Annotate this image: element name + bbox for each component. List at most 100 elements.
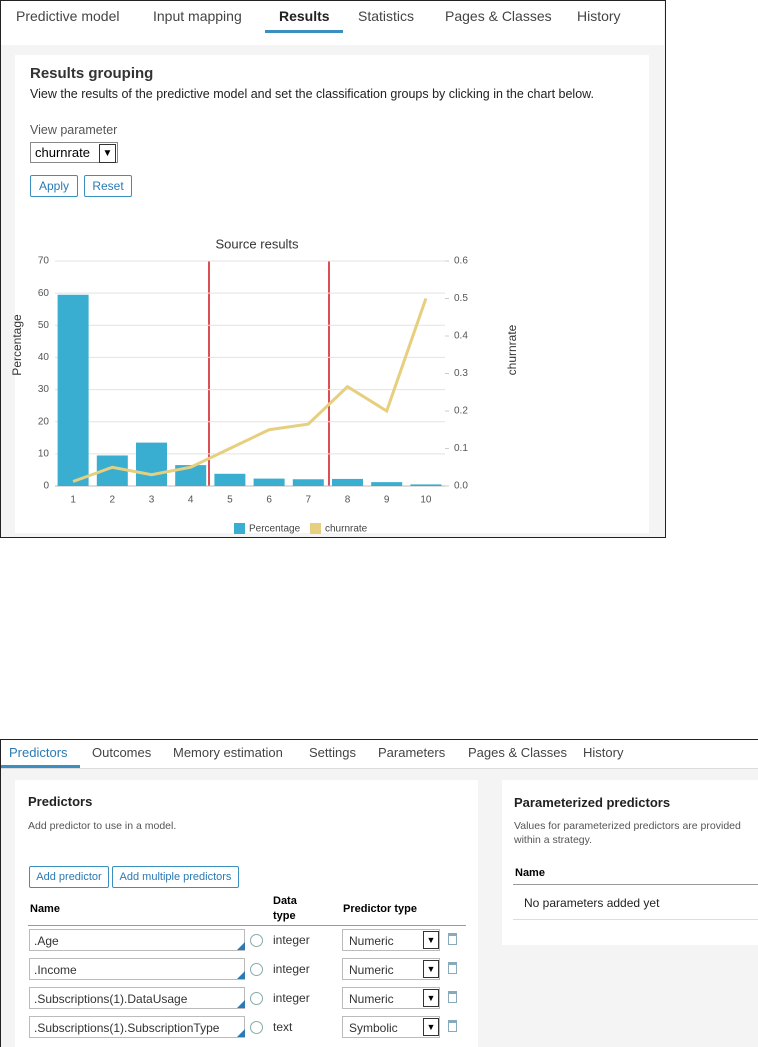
name-input[interactable]: .Age xyxy=(29,929,245,951)
y2-tick-label: 0.1 xyxy=(454,443,468,454)
y-tick-label: 20 xyxy=(38,416,50,427)
y-axis-label: Percentage xyxy=(10,314,24,376)
description: View the results of the predictive model… xyxy=(30,87,594,101)
predictor-type-select[interactable]: Numeric xyxy=(342,958,440,980)
button[interactable]: Add multiple predictors xyxy=(112,866,239,888)
delete-icon[interactable] xyxy=(448,1020,457,1032)
empty-message: No parameters added yet xyxy=(524,896,660,910)
bar xyxy=(136,442,167,486)
x-tick-label: 3 xyxy=(149,495,155,506)
heading: Results grouping xyxy=(30,65,154,82)
predictors-card xyxy=(15,780,478,1047)
bar xyxy=(57,294,89,486)
tab-underline xyxy=(1,765,80,768)
x-tick-label: 10 xyxy=(420,495,432,506)
row-rule xyxy=(513,919,758,920)
y2-tick-label: 0.2 xyxy=(454,406,468,417)
tab[interactable]: Parameters xyxy=(378,745,446,760)
x-tick-label: 6 xyxy=(266,495,272,506)
input-corner xyxy=(237,1029,245,1037)
input-corner xyxy=(237,971,245,979)
name-input[interactable]: .Subscriptions(1).DataUsage xyxy=(29,987,245,1009)
tab-active[interactable]: Predictors xyxy=(9,745,68,760)
x-tick-label: 7 xyxy=(306,495,312,506)
target-icon[interactable] xyxy=(250,992,263,1005)
tab[interactable]: Input mapping xyxy=(153,8,242,24)
target-icon[interactable] xyxy=(250,934,263,947)
y-tick-label: 0 xyxy=(43,481,49,492)
parameterized-card xyxy=(502,780,758,945)
x-tick-label: 2 xyxy=(110,495,116,506)
bar xyxy=(332,478,363,486)
bar xyxy=(175,465,207,486)
tab[interactable]: History xyxy=(577,8,621,24)
tab[interactable]: Memory estimation xyxy=(173,745,283,760)
y2-tick-label: 0.0 xyxy=(454,481,468,492)
bar xyxy=(371,482,403,486)
name-input[interactable]: .Income xyxy=(29,958,245,980)
button[interactable]: Add predictor xyxy=(29,866,109,888)
delete-icon[interactable] xyxy=(448,933,457,945)
bar xyxy=(410,484,442,486)
delete-icon[interactable] xyxy=(448,962,457,974)
description: Values for parameterized predictors are … xyxy=(514,820,741,832)
y2-axis-label: churnrate xyxy=(505,324,519,375)
delete-icon[interactable] xyxy=(448,991,457,1003)
header-rule xyxy=(513,884,758,885)
dropdown-arrow: ▼ xyxy=(423,931,439,949)
tab-bar xyxy=(1,1,664,45)
predictor-type-select[interactable]: Numeric xyxy=(342,929,440,951)
dropdown-arrow: ▼ xyxy=(423,960,439,978)
y2-tick-label: 0.5 xyxy=(454,293,468,304)
data-type: integer xyxy=(273,962,310,976)
bar xyxy=(292,479,324,486)
button[interactable]: Reset xyxy=(84,175,132,197)
heading: Parameterized predictors xyxy=(514,795,671,810)
y2-tick-label: 0.4 xyxy=(454,331,468,342)
target-icon[interactable] xyxy=(250,1021,263,1034)
tab[interactable]: Pages & Classes xyxy=(468,745,567,760)
y-tick-label: 30 xyxy=(38,384,50,395)
legend-swatch xyxy=(310,523,321,534)
x-tick-label: 5 xyxy=(227,495,233,506)
predictor-type-select[interactable]: Symbolic xyxy=(342,1016,440,1038)
y-tick-label: 10 xyxy=(38,448,50,459)
line xyxy=(72,298,428,483)
tab-bar xyxy=(1,740,758,769)
bar xyxy=(214,473,246,486)
dropdown-arrow: ▼ xyxy=(423,989,439,1007)
y-tick-label: 40 xyxy=(38,352,50,363)
bar xyxy=(253,478,285,486)
chart: Source results Percentage churnrate 0 10 2… xyxy=(10,236,519,535)
predictor-type-select[interactable]: Numeric xyxy=(342,987,440,1009)
legend-label: churnrate xyxy=(325,524,368,535)
select[interactable]: churnrate ▼ xyxy=(30,142,118,163)
tab[interactable]: Predictive model xyxy=(16,8,120,24)
dropdown-arrow: ▼ xyxy=(423,1018,439,1036)
column-header: Data type xyxy=(273,895,297,922)
tab[interactable]: Settings xyxy=(309,745,356,760)
chart-title: Source results xyxy=(215,236,299,251)
target-icon[interactable] xyxy=(250,963,263,976)
tab-underline xyxy=(265,30,343,33)
dropdown-arrow: ▼ xyxy=(99,144,116,163)
y2-tick-label: 0.3 xyxy=(454,368,468,379)
column-header: Name xyxy=(515,867,545,879)
x-tick-label: 8 xyxy=(345,495,351,506)
header-rule xyxy=(28,925,466,926)
button[interactable]: Apply xyxy=(30,175,78,197)
data-type: text xyxy=(273,1020,293,1034)
x-tick-label: 9 xyxy=(384,495,390,506)
y-tick-label: 50 xyxy=(38,320,50,331)
results-card xyxy=(15,55,649,533)
tab[interactable]: History xyxy=(583,745,624,760)
select-value: churnrate xyxy=(35,145,90,160)
column-header: Name xyxy=(30,903,60,915)
description: Add predictor to use in a model. xyxy=(28,820,177,832)
name-input[interactable]: .Subscriptions(1).SubscriptionType xyxy=(29,1016,245,1038)
tab-active[interactable]: Results xyxy=(279,8,330,24)
data-type: integer xyxy=(273,933,310,947)
tab[interactable]: Statistics xyxy=(358,8,415,24)
tab[interactable]: Pages & Classes xyxy=(445,8,552,24)
tab[interactable]: Outcomes xyxy=(92,745,152,760)
